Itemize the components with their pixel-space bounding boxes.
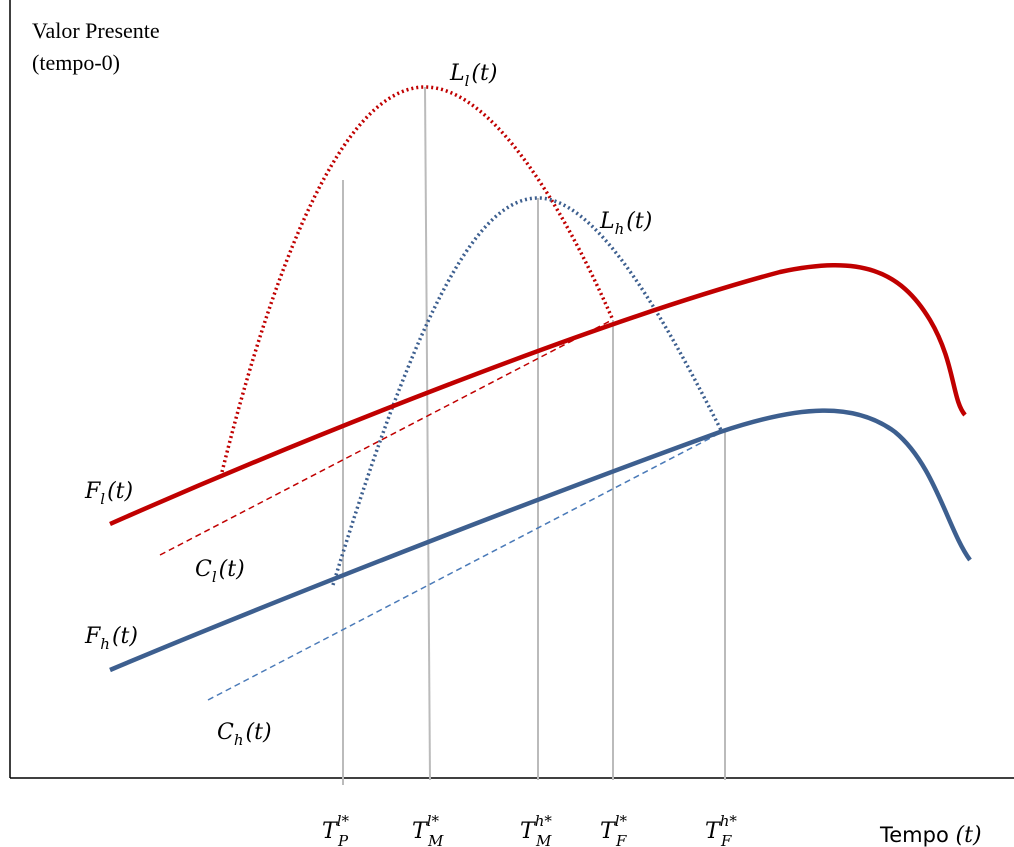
x-axis-title: Tempo (t)	[879, 823, 982, 847]
tick-sub: M	[535, 832, 552, 847]
l-h-curve	[331, 196, 724, 586]
tick-base: T	[705, 819, 722, 844]
y-axis-subtitle: (tempo-0)	[32, 50, 120, 75]
label-base: L	[449, 61, 465, 86]
tick-label: Tl* P	[322, 812, 349, 847]
tick-sup: l*	[337, 812, 350, 830]
label-arg: (t)	[626, 209, 652, 234]
label-sub: h	[100, 635, 110, 653]
label-base: F	[84, 624, 101, 649]
c-l-line	[159, 319, 613, 556]
tick-base: T	[600, 819, 617, 844]
f-l-curve	[109, 263, 967, 527]
curve-label: Fh(t)	[84, 624, 138, 653]
tick-base: T	[520, 819, 537, 844]
l-l-curve	[220, 85, 614, 473]
tick-sup: h*	[720, 812, 738, 830]
tick-labels: Tl* P Tl* M Th* M Tl* F Th* F	[322, 812, 737, 847]
tick-base: T	[412, 819, 429, 844]
curve-label: Lh(t)	[599, 209, 652, 238]
c-h-line	[207, 431, 723, 701]
label-arg: (t)	[107, 479, 133, 504]
label-base: C	[217, 720, 234, 745]
label-sub: l	[465, 72, 470, 90]
tick-sub: F	[615, 832, 627, 847]
label-sub: h	[234, 731, 244, 749]
tick-sub: P	[337, 832, 349, 847]
tick-sub: M	[427, 832, 444, 847]
tick-sub: F	[720, 832, 732, 847]
curve-label: Ch(t)	[217, 720, 272, 749]
y-axis-title: Valor Presente	[32, 18, 160, 43]
guide	[424, 86, 431, 781]
label-sub: h	[615, 220, 625, 238]
tick-label: Tl* M	[412, 812, 444, 847]
label-arg: (t)	[246, 720, 272, 745]
curve-label: Cl(t)	[195, 557, 245, 586]
label-arg: (t)	[219, 557, 245, 582]
label-arg: (t)	[471, 61, 497, 86]
tick-label: Tl* F	[600, 812, 627, 847]
label-base: F	[84, 479, 101, 504]
guides	[342, 86, 726, 785]
tick-sup: l*	[427, 812, 440, 830]
tick-sup: l*	[615, 812, 628, 830]
label-arg: (t)	[112, 624, 138, 649]
f-h-curve	[109, 408, 972, 673]
label-base: L	[599, 209, 615, 234]
label-base: C	[195, 557, 212, 582]
curve-label: Fl(t)	[84, 479, 133, 508]
tick-base: T	[322, 819, 339, 844]
label-sub: l	[212, 568, 217, 586]
label-sub: l	[100, 490, 105, 508]
tick-sup: h*	[535, 812, 553, 830]
curve-label: Ll(t)	[449, 61, 497, 90]
curve-labels: Ll(t)Lh(t)Fl(t)Cl(t)Fh(t)Ch(t)	[84, 61, 652, 749]
tick-label: Th* M	[520, 812, 552, 847]
tick-label: Th* F	[705, 812, 737, 847]
